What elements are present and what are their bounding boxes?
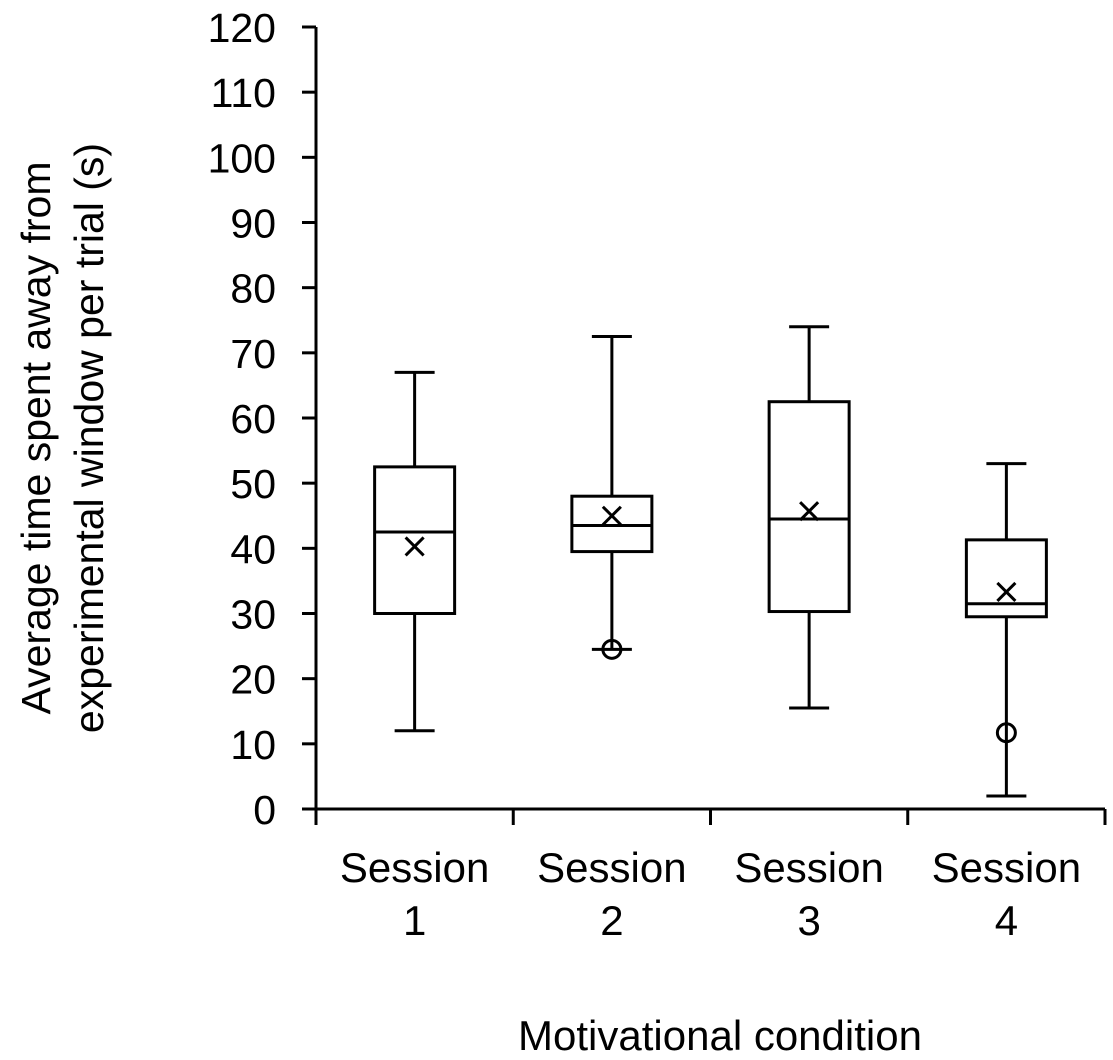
box-series [375,327,1047,796]
y-tick-label: 120 [208,5,276,51]
x-tick-label-line-1: Session [537,844,686,891]
y-axis: 0 10 20 30 40 50 60 70 80 90 100 110 120 [208,5,316,833]
iqr-box [572,496,652,551]
x-tick-label-line-2: 1 [403,897,426,944]
y-tick-label: 100 [208,135,276,181]
y-axis-title-line-1: Average time spent away from [13,162,59,715]
y-tick-label: 0 [253,787,276,833]
x-tick-label-line-1: Session [932,844,1081,891]
y-tick-label: 20 [230,657,276,703]
y-axis-title-line-2: experimental window per trial (s) [66,143,112,733]
y-tick-label: 110 [211,70,276,116]
box-3 [769,327,849,708]
y-tick-label: 40 [230,526,276,572]
x-tick-label-line-2: 4 [995,897,1018,944]
y-tick-label: 90 [230,201,276,247]
y-tick-label: 70 [230,331,276,377]
y-tick-label: 80 [230,266,276,312]
x-axis: Session 1 Session 2 Session 3 Session 4 [316,809,1105,944]
y-tick-label: 30 [230,592,276,638]
x-tick-label-line-2: 3 [797,897,820,944]
x-tick-label-line-1: Session [340,844,489,891]
x-tick-label-line-1: Session [734,844,883,891]
iqr-box [769,402,849,612]
y-tick-label: 10 [230,722,276,768]
x-tick-label-line-2: 2 [600,897,623,944]
iqr-box [375,467,455,614]
box-4 [966,464,1046,796]
box-1 [375,372,455,730]
y-tick-label: 50 [230,461,276,507]
box-2 [572,337,652,659]
x-axis-title: Motivational condition [518,1012,922,1055]
y-tick-label: 60 [230,396,276,442]
